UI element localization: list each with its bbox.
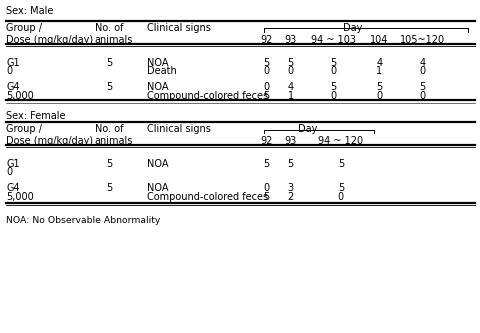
Text: 0: 0 xyxy=(337,191,343,201)
Text: NOA: NOA xyxy=(147,183,168,193)
Text: 0: 0 xyxy=(287,67,293,77)
Text: 0: 0 xyxy=(375,91,382,101)
Text: Group /: Group / xyxy=(6,124,42,134)
Text: Day: Day xyxy=(297,124,316,134)
Text: 105~120: 105~120 xyxy=(399,35,444,45)
Text: 1: 1 xyxy=(287,91,293,101)
Text: Compound-colored feces: Compound-colored feces xyxy=(147,191,268,201)
Text: Clinical signs: Clinical signs xyxy=(147,23,211,33)
Text: 94 ~ 120: 94 ~ 120 xyxy=(318,136,363,146)
Text: 92: 92 xyxy=(260,136,273,146)
Text: 0: 0 xyxy=(418,91,424,101)
Text: 5,000: 5,000 xyxy=(6,91,34,101)
Text: 5: 5 xyxy=(337,159,343,168)
Text: Day: Day xyxy=(343,23,362,33)
Text: 1: 1 xyxy=(375,67,382,77)
Text: 5: 5 xyxy=(263,159,269,168)
Text: 0: 0 xyxy=(263,183,269,193)
Text: 5: 5 xyxy=(106,58,112,68)
Text: G1: G1 xyxy=(6,159,20,168)
Text: 5: 5 xyxy=(263,191,269,201)
Text: animals: animals xyxy=(95,136,133,146)
Text: 93: 93 xyxy=(284,136,296,146)
Text: 0: 0 xyxy=(418,67,424,77)
Text: 5: 5 xyxy=(375,82,382,92)
Text: 94 ~ 103: 94 ~ 103 xyxy=(311,35,356,45)
Text: NOA: No Observable Abnormality: NOA: No Observable Abnormality xyxy=(6,216,160,225)
Text: 104: 104 xyxy=(369,35,387,45)
Text: NOA: NOA xyxy=(147,82,168,92)
Text: Sex: Female: Sex: Female xyxy=(6,111,66,121)
Text: 2: 2 xyxy=(287,191,293,201)
Text: 5: 5 xyxy=(330,82,336,92)
Text: 5: 5 xyxy=(263,58,269,68)
Text: 0: 0 xyxy=(6,67,12,77)
Text: Death: Death xyxy=(147,67,177,77)
Text: 4: 4 xyxy=(375,58,382,68)
Text: 92: 92 xyxy=(260,35,273,45)
Text: 0: 0 xyxy=(263,67,269,77)
Text: 4: 4 xyxy=(418,58,424,68)
Text: No. of: No. of xyxy=(95,124,123,134)
Text: Dose (mg/kg/day): Dose (mg/kg/day) xyxy=(6,35,93,45)
Text: No. of: No. of xyxy=(95,23,123,33)
Text: 5: 5 xyxy=(287,159,293,168)
Text: 5: 5 xyxy=(106,183,112,193)
Text: NOA: NOA xyxy=(147,159,168,168)
Text: 0: 0 xyxy=(6,167,12,177)
Text: Group /: Group / xyxy=(6,23,42,33)
Text: 5: 5 xyxy=(263,91,269,101)
Text: 5: 5 xyxy=(330,58,336,68)
Text: 5: 5 xyxy=(418,82,424,92)
Text: 5: 5 xyxy=(337,183,343,193)
Text: G1: G1 xyxy=(6,58,20,68)
Text: Dose (mg/kg/day): Dose (mg/kg/day) xyxy=(6,136,93,146)
Text: 5: 5 xyxy=(106,159,112,168)
Text: Sex: Male: Sex: Male xyxy=(6,6,53,16)
Text: G4: G4 xyxy=(6,82,20,92)
Text: 5: 5 xyxy=(287,58,293,68)
Text: 3: 3 xyxy=(287,183,293,193)
Text: animals: animals xyxy=(95,35,133,45)
Text: G4: G4 xyxy=(6,183,20,193)
Text: Compound-colored feces: Compound-colored feces xyxy=(147,91,268,101)
Text: 0: 0 xyxy=(263,82,269,92)
Text: NOA: NOA xyxy=(147,58,168,68)
Text: Clinical signs: Clinical signs xyxy=(147,124,211,134)
Text: 93: 93 xyxy=(284,35,296,45)
Text: 5,000: 5,000 xyxy=(6,191,34,201)
Text: 4: 4 xyxy=(287,82,293,92)
Text: 0: 0 xyxy=(330,67,336,77)
Text: 0: 0 xyxy=(330,91,336,101)
Text: 5: 5 xyxy=(106,82,112,92)
